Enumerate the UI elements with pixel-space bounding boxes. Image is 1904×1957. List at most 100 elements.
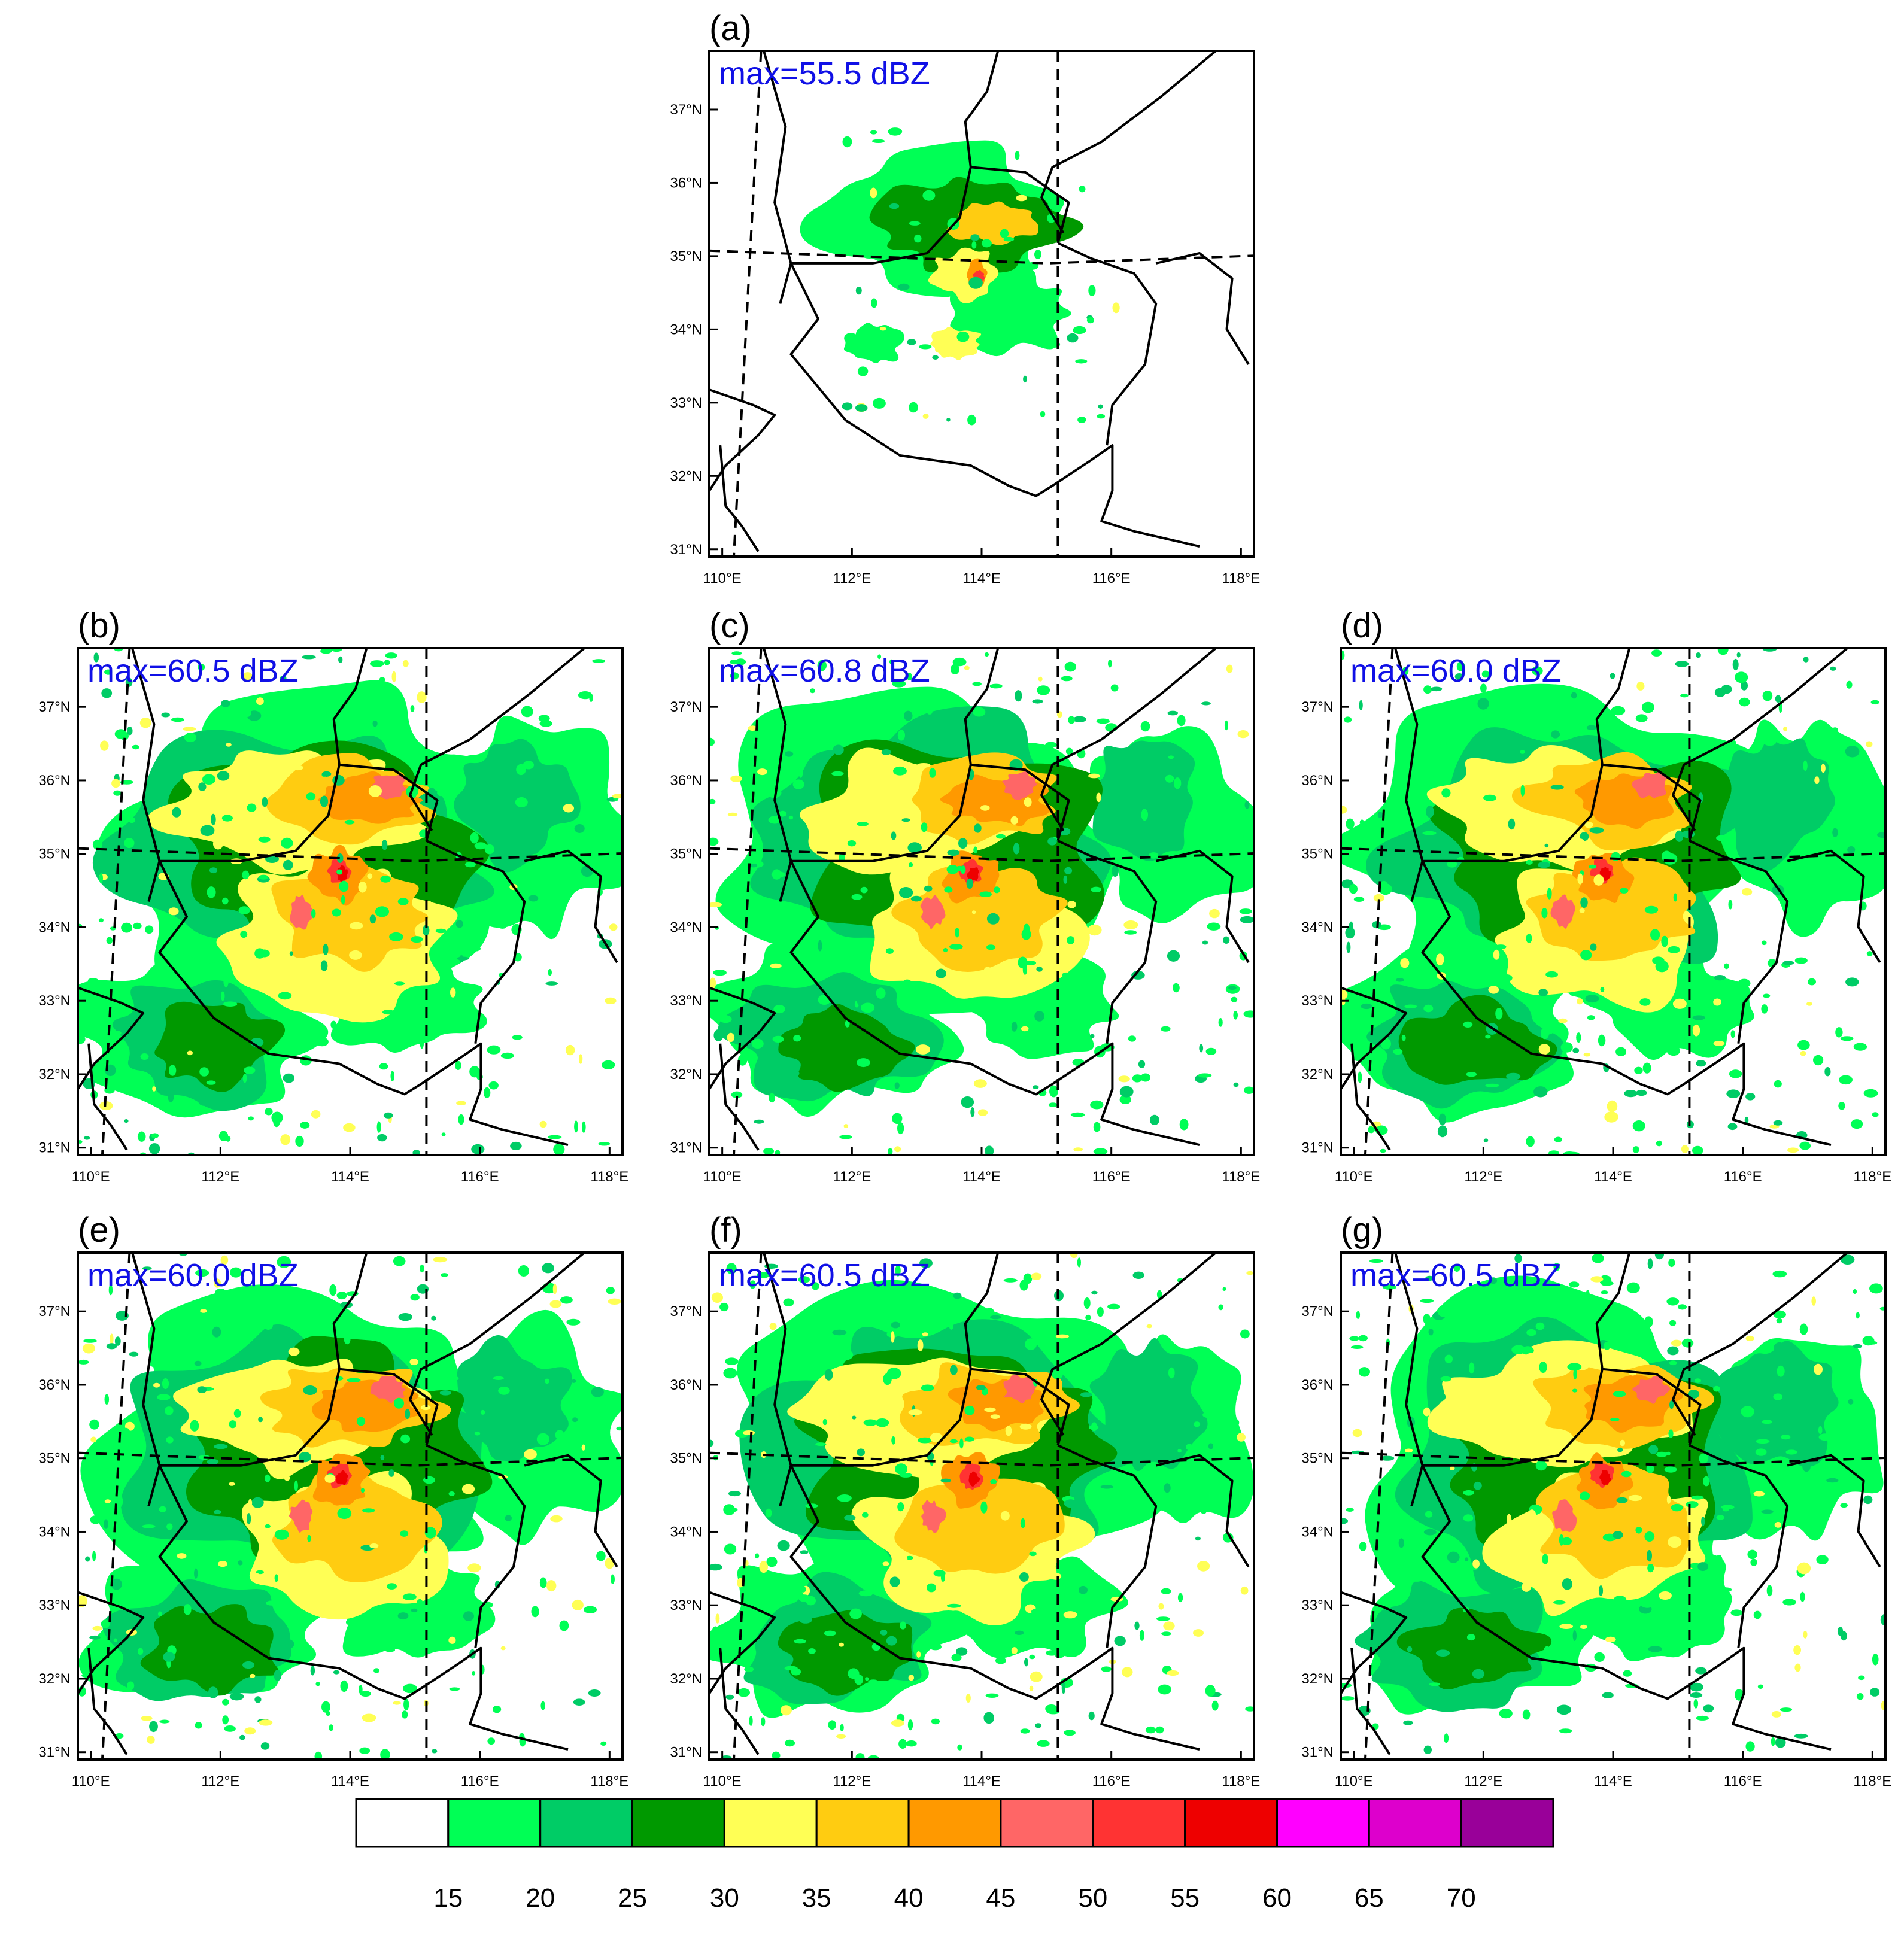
reflectivity-cell xyxy=(1577,873,1583,885)
reflectivity-cell xyxy=(1695,1378,1701,1383)
reflectivity-cell xyxy=(157,913,165,918)
reflectivity-cell xyxy=(242,1074,247,1083)
reflectivity-cell xyxy=(372,720,378,727)
reflectivity-cell xyxy=(1402,968,1416,973)
reflectivity-cell xyxy=(1088,285,1096,296)
reflectivity-contour xyxy=(1396,1607,1552,1689)
reflectivity-cell xyxy=(1167,1670,1179,1676)
reflectivity-cell xyxy=(802,704,810,712)
reflectivity-cell xyxy=(984,652,989,657)
reflectivity-cell xyxy=(791,1668,801,1676)
reflectivity-cell xyxy=(434,1339,441,1345)
reflectivity-cell xyxy=(1243,1010,1254,1018)
reflectivity-cell xyxy=(518,1265,530,1277)
reflectivity-cell xyxy=(379,1063,388,1070)
reflectivity-cell xyxy=(1745,1093,1756,1101)
reflectivity-cell xyxy=(1407,1646,1413,1652)
lat-tick-label: 32°N xyxy=(38,1671,71,1687)
reflectivity-cell xyxy=(409,1632,415,1637)
reflectivity-cell xyxy=(831,771,844,776)
reflectivity-cell xyxy=(420,1405,431,1411)
reflectivity-cell xyxy=(239,1734,245,1740)
colorbar-swatch xyxy=(447,1798,542,1848)
reflectivity-cell xyxy=(1586,1290,1590,1302)
reflectivity-cell xyxy=(1167,710,1179,716)
reflectivity-cell xyxy=(127,1597,134,1601)
reflectivity-cell xyxy=(411,1608,418,1613)
reflectivity-cell xyxy=(986,944,996,950)
province-border xyxy=(970,763,1070,841)
reflectivity-cell xyxy=(851,894,863,900)
reflectivity-field xyxy=(709,651,1254,1155)
reflectivity-cell xyxy=(381,840,388,850)
reflectivity-cell xyxy=(497,920,508,929)
reflectivity-cell xyxy=(195,1269,209,1277)
lat-tick-label: 35°N xyxy=(1301,846,1334,862)
reflectivity-cell xyxy=(1070,1253,1078,1259)
lat-tick-label: 34°N xyxy=(38,919,71,935)
reflectivity-cell xyxy=(157,1394,171,1400)
reflectivity-cell xyxy=(761,1717,766,1727)
reflectivity-cell xyxy=(218,1131,229,1141)
reflectivity-cell xyxy=(142,1266,152,1271)
reflectivity-cell xyxy=(102,1468,112,1473)
reflectivity-cell xyxy=(1400,958,1410,968)
reflectivity-cell xyxy=(1858,1675,1865,1681)
reflectivity-cell xyxy=(1398,1538,1404,1548)
reflectivity-cell xyxy=(504,726,511,737)
reflectivity-cell xyxy=(728,1491,741,1497)
reflectivity-cell xyxy=(1463,1514,1474,1522)
reflectivity-cell xyxy=(857,366,869,376)
reflectivity-cell xyxy=(1753,1610,1762,1619)
reflectivity-cell xyxy=(1037,1740,1050,1747)
colorbar-tick-label: 25 xyxy=(618,1883,647,1913)
reflectivity-cell xyxy=(1573,1368,1577,1380)
reflectivity-cell xyxy=(940,1478,951,1483)
reflectivity-cell xyxy=(1710,1424,1715,1436)
reflectivity-cell xyxy=(892,680,906,688)
reflectivity-cell xyxy=(210,926,221,934)
reflectivity-cell xyxy=(1669,1360,1677,1366)
reflectivity-cell xyxy=(470,832,479,844)
lon-tick-label: 112°E xyxy=(833,570,871,587)
province-border xyxy=(970,1368,1070,1446)
reflectivity-cell xyxy=(1610,1418,1620,1421)
reflectivity-cell xyxy=(1675,661,1689,667)
reflectivity-cell xyxy=(608,1298,621,1305)
reflectivity-cell xyxy=(1050,1572,1062,1580)
reflectivity-cell xyxy=(1341,1518,1349,1524)
reflectivity-cell xyxy=(433,1257,448,1263)
reflectivity-contour xyxy=(968,1471,980,1487)
reflectivity-cell xyxy=(929,1643,942,1651)
reflectivity-cell xyxy=(1243,833,1250,841)
reflectivity-cell xyxy=(1803,657,1809,663)
lat-tick-label: 36°N xyxy=(1301,773,1334,789)
province-border xyxy=(147,648,368,902)
reflectivity-cell xyxy=(785,751,794,757)
reflectivity-cell xyxy=(970,1107,975,1117)
reflectivity-cell xyxy=(194,1360,202,1366)
reflectivity-cell xyxy=(1204,798,1216,810)
reflectivity-cell xyxy=(581,1444,585,1451)
reflectivity-cell xyxy=(200,1309,207,1313)
reflectivity-cell xyxy=(98,918,104,923)
lon-tick-label: 118°E xyxy=(590,1169,628,1185)
reflectivity-cell xyxy=(812,1687,822,1695)
reflectivity-cell xyxy=(1100,1485,1113,1489)
reflectivity-cell xyxy=(400,1530,409,1537)
reflectivity-cell xyxy=(1091,1422,1097,1432)
reflectivity-cell xyxy=(563,826,577,832)
reflectivity-cell xyxy=(194,1568,198,1579)
reflectivity-cell xyxy=(1574,838,1586,850)
province-border xyxy=(1057,1444,1158,1648)
reflectivity-cell xyxy=(1453,1264,1460,1272)
reflectivity-cell xyxy=(1668,1536,1682,1548)
reflectivity-cell xyxy=(578,691,593,700)
province-border xyxy=(409,648,585,831)
reflectivity-cell xyxy=(410,1294,420,1301)
reflectivity-cell xyxy=(1352,1429,1362,1438)
reflectivity-cell xyxy=(904,710,913,721)
lon-tick-label: 110°E xyxy=(1335,1169,1373,1185)
reflectivity-cell xyxy=(888,1148,893,1155)
reflectivity-cell xyxy=(1134,1621,1140,1630)
